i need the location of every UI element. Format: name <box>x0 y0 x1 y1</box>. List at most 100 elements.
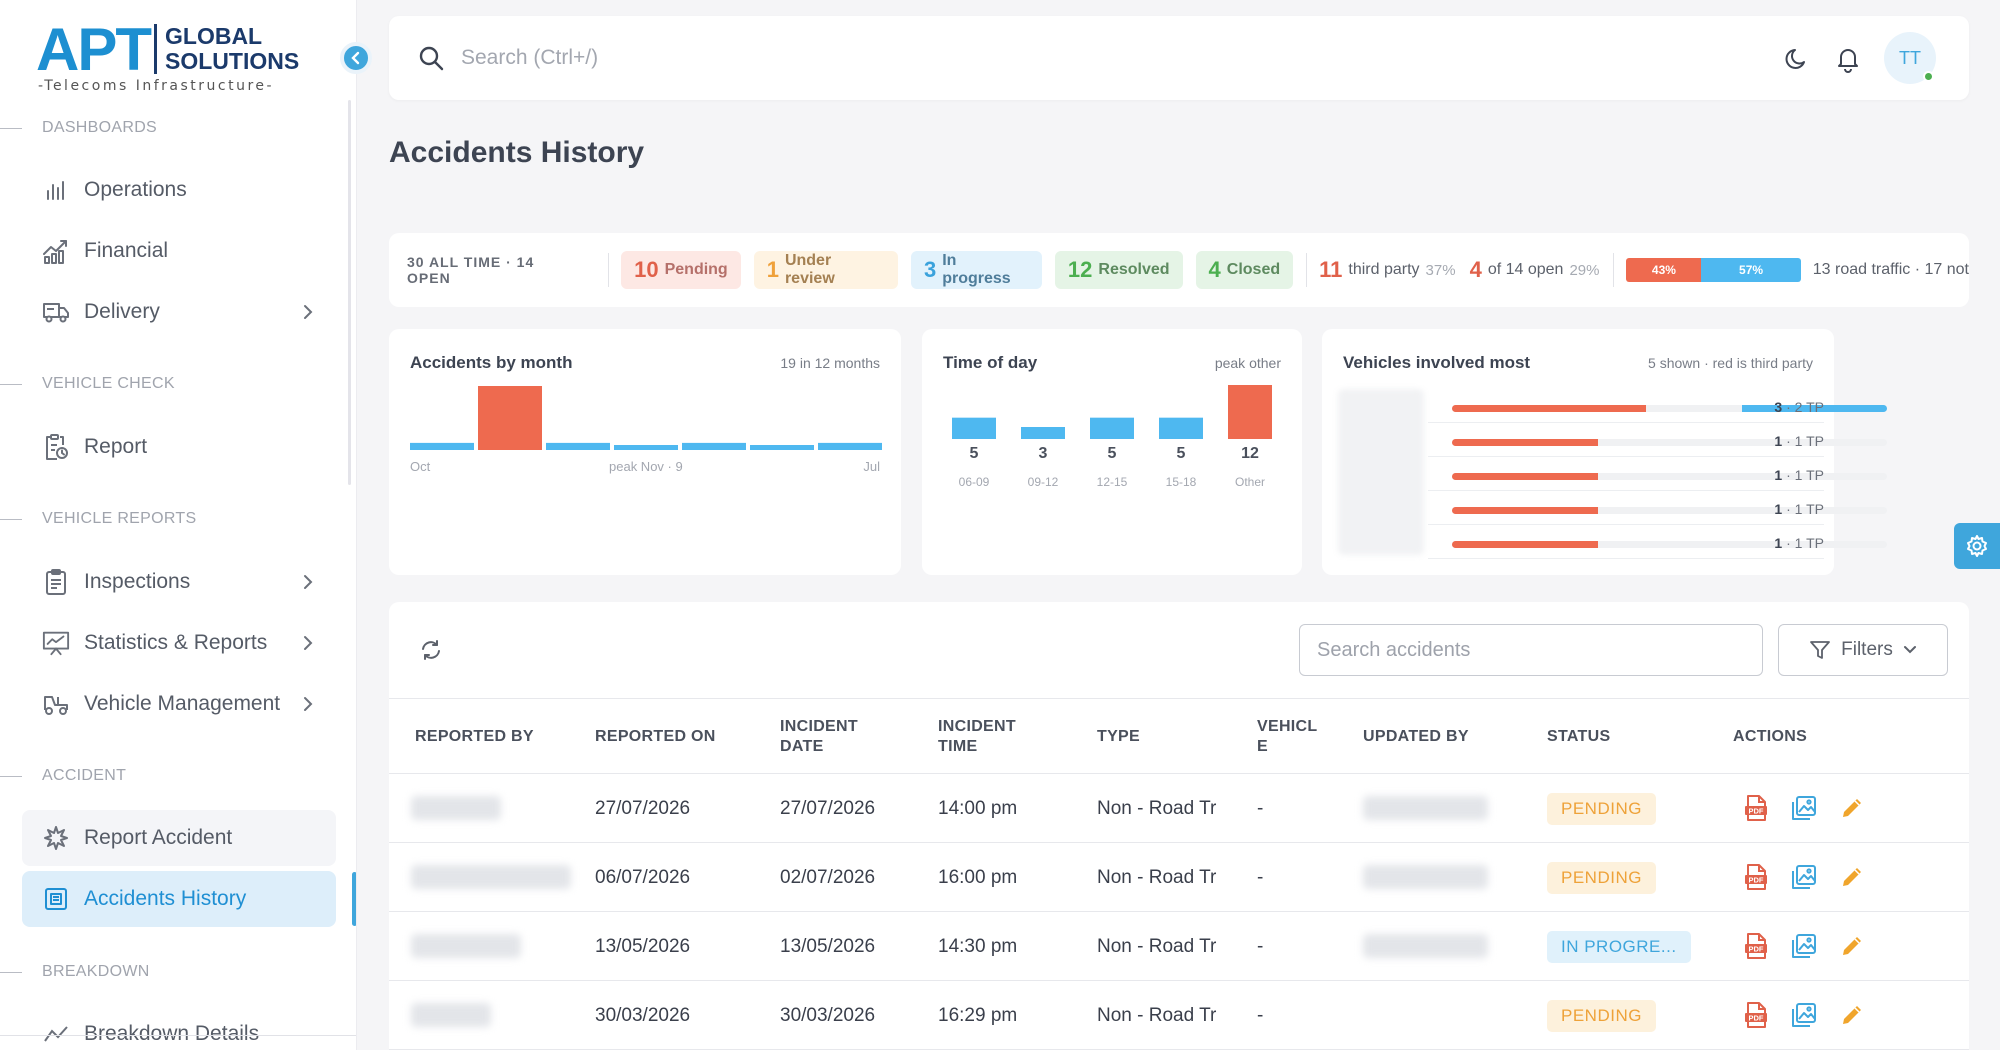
table-row[interactable]: 30/03/2026 30/03/2026 16:29 pm Non - Road T… <box>389 981 1969 1050</box>
vehicle-total: 1 <box>1774 467 1783 483</box>
bar-value-label: 5 <box>1176 445 1186 462</box>
notification-bell-icon[interactable] <box>1833 44 1863 74</box>
svg-text:PDF: PDF <box>1749 1014 1764 1023</box>
month-bar[interactable] <box>478 386 542 450</box>
cell-vehicle: - <box>1257 798 1264 819</box>
pdf-icon[interactable]: PDF <box>1741 793 1771 823</box>
column-header-incident-time[interactable]: INCIDENT TIME <box>938 718 1016 755</box>
sidebar-collapse-button[interactable] <box>340 42 372 74</box>
month-bar[interactable] <box>818 442 882 450</box>
company-logo[interactable]: APT GLOBAL SOLUTIONS -Telecoms Infrastru… <box>36 20 299 98</box>
dark-mode-icon[interactable] <box>1782 44 1812 74</box>
time-of-day-bar[interactable] <box>1159 417 1203 439</box>
sidebar-item-report-accident[interactable]: Report Accident <box>22 810 336 866</box>
edit-pencil-icon[interactable] <box>1837 931 1867 961</box>
status-pill-resolved[interactable]: 12 Resolved <box>1054 251 1183 289</box>
presentation-chart-icon <box>42 629 70 657</box>
breakdown-icon <box>42 1020 70 1048</box>
edit-pencil-icon[interactable] <box>1837 793 1867 823</box>
edit-pencil-icon[interactable] <box>1837 1000 1867 1030</box>
column-header-updated-by[interactable]: UPDATED BY <box>1363 728 1469 745</box>
status-pill-under-review[interactable]: 1 Under review <box>753 251 898 289</box>
sidebar-item-statistics-reports[interactable]: Statistics & Reports <box>22 615 336 671</box>
cell-type: Non - Road Tr <box>1097 867 1217 888</box>
time-of-day-bar[interactable] <box>952 417 996 439</box>
sidebar-scrollbar[interactable] <box>348 100 351 485</box>
pdf-icon[interactable]: PDF <box>1741 931 1771 961</box>
month-bar[interactable] <box>614 445 678 450</box>
sidebar-item-delivery[interactable]: Delivery <box>22 284 336 340</box>
pdf-icon[interactable]: PDF <box>1741 862 1771 892</box>
chevron-right-icon <box>298 635 318 651</box>
month-bar[interactable] <box>682 442 746 450</box>
pill-count: 3 <box>923 257 937 282</box>
vehicle-third-party-count: · 1 TP <box>1786 501 1824 517</box>
settings-customizer-button[interactable] <box>1954 523 2000 569</box>
filters-button[interactable]: Filters <box>1778 624 1948 676</box>
image-gallery-icon[interactable] <box>1789 793 1819 823</box>
time-of-day-bar[interactable] <box>1021 427 1065 439</box>
table-row[interactable]: 13/05/2026 13/05/2026 14:30 pm Non - Road T… <box>389 912 1969 981</box>
sidebar-item-operations[interactable]: Operations <box>22 162 336 218</box>
global-search-input[interactable] <box>461 42 1061 74</box>
table-row[interactable]: 06/07/2026 02/07/2026 16:00 pm Non - Road T… <box>389 843 1969 912</box>
column-header-vehicle[interactable]: VEHICL E <box>1257 718 1318 755</box>
user-avatar[interactable]: TT <box>1884 32 1936 84</box>
sidebar: APT GLOBAL SOLUTIONS -Telecoms Infrastru… <box>0 0 357 1050</box>
sidebar-item-report[interactable]: Report <box>22 419 336 475</box>
chevron-right-icon <box>298 574 318 590</box>
column-header-reported-by[interactable]: REPORTED BY <box>415 728 534 745</box>
status-pill-pending[interactable]: 10 Pending <box>621 251 741 289</box>
table-row[interactable]: 27/07/2026 27/07/2026 14:00 pm Non - Road T… <box>389 774 1969 843</box>
pill-count: 1 <box>766 257 779 282</box>
reported-by-redacted <box>411 934 521 958</box>
sidebar-item-breakdown-details[interactable]: Breakdown Details <box>22 1006 336 1050</box>
time-of-day-bar[interactable] <box>1090 417 1134 439</box>
table-header: REPORTED BY REPORTED ON INCIDENT DATE IN… <box>389 698 1969 774</box>
bar-value-label: 5 <box>969 445 979 462</box>
sidebar-item-accidents-history[interactable]: Accidents History <box>22 871 336 927</box>
row-divider <box>1428 456 1824 457</box>
accidents-search-input[interactable] <box>1299 624 1763 676</box>
sidebar-item-label: Operations <box>84 178 187 201</box>
chevron-right-icon <box>298 304 318 320</box>
vehicle-third-party-count: · 1 TP <box>1786 535 1824 551</box>
status-pill-in-progress[interactable]: 3 In progress <box>910 251 1042 289</box>
column-header-incident-date[interactable]: INCIDENT DATE <box>780 718 858 755</box>
pill-label: Resolved <box>1098 261 1170 278</box>
vehicle-bar-track <box>1452 405 1887 412</box>
vehicle-row[interactable]: 1 · 1 TP <box>1322 457 1887 491</box>
pdf-icon[interactable]: PDF <box>1741 1000 1771 1030</box>
sidebar-item-financial[interactable]: Financial <box>22 223 336 279</box>
vehicle-row[interactable]: 1 · 1 TP <box>1322 423 1887 457</box>
column-header-status[interactable]: STATUS <box>1547 728 1611 745</box>
vehicle-total: 1 <box>1774 501 1783 517</box>
column-header-reported-on[interactable]: REPORTED ON <box>595 728 716 745</box>
card-subtitle: peak other <box>1214 355 1281 371</box>
month-bar[interactable] <box>546 442 610 450</box>
category-label: Other <box>1234 475 1265 489</box>
category-label: 15-18 <box>1165 475 1197 489</box>
cell-type: Non - Road Tr <box>1097 936 1217 957</box>
vehicle-bar-track <box>1452 541 1887 548</box>
column-header-type[interactable]: TYPE <box>1097 728 1140 745</box>
vehicle-row[interactable]: 1 · 1 TP <box>1322 491 1887 525</box>
refresh-icon[interactable] <box>419 638 443 667</box>
cell-incident-time: 16:00 pm <box>938 867 1018 888</box>
page-title: Accidents History <box>389 136 645 169</box>
month-bar[interactable] <box>410 442 474 450</box>
month-bar[interactable] <box>750 445 814 450</box>
image-gallery-icon[interactable] <box>1789 931 1819 961</box>
vehicle-row[interactable]: 3 · 2 TP <box>1322 389 1887 423</box>
image-gallery-icon[interactable] <box>1789 862 1819 892</box>
crash-icon <box>42 824 70 852</box>
sidebar-item-inspections[interactable]: Inspections <box>22 554 336 610</box>
image-gallery-icon[interactable] <box>1789 1000 1819 1030</box>
edit-pencil-icon[interactable] <box>1837 862 1867 892</box>
time-of-day-bar[interactable] <box>1228 385 1272 439</box>
sidebar-item-vehicle-management[interactable]: Vehicle Management <box>22 676 336 732</box>
vehicle-row[interactable]: 1 · 1 TP <box>1322 525 1887 559</box>
updated-by-redacted <box>1363 796 1488 820</box>
status-pill-closed[interactable]: 4 Closed <box>1195 251 1294 289</box>
status-badge: PENDING <box>1547 862 1656 894</box>
